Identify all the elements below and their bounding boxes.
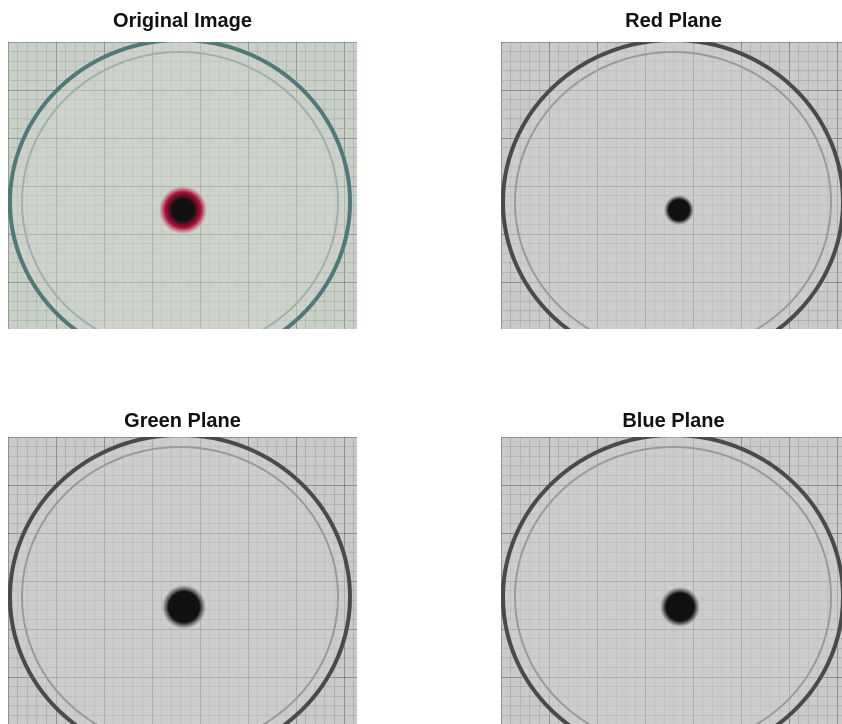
panel-title: Green Plane [8,410,357,433]
image [8,42,357,329]
figure: Original Image Red Plane Green Plane Blu… [0,0,842,723]
panel-title: Blue Plane [499,410,842,433]
image [501,437,842,724]
image [501,42,842,329]
panel-title: Original Image [8,10,357,33]
image [8,437,357,724]
panel-title: Red Plane [499,10,842,33]
